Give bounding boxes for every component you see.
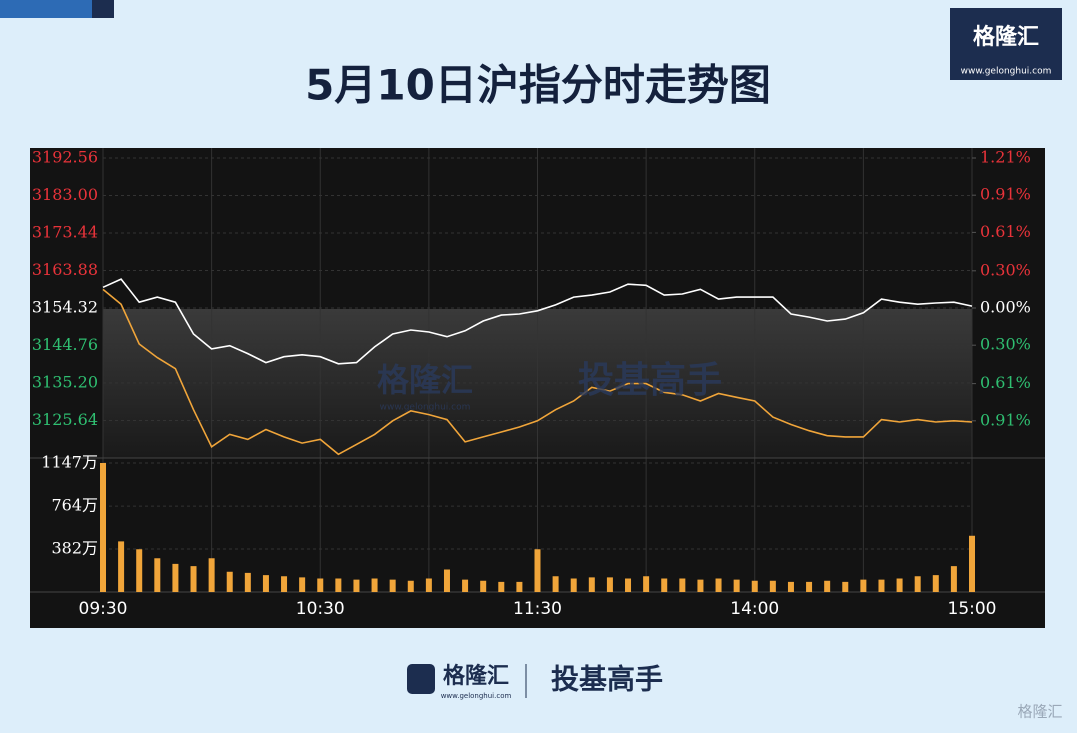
volume-bar — [806, 581, 813, 592]
corner-tab — [0, 0, 92, 18]
volume-bar — [462, 579, 469, 592]
volume-bar — [136, 549, 143, 592]
volume-tick-label: 382万 — [51, 539, 98, 558]
volume-bar — [751, 580, 758, 592]
volume-bar — [860, 579, 867, 592]
volume-bar — [824, 580, 831, 592]
volume-bar — [480, 580, 487, 592]
volume-bar — [606, 577, 613, 592]
volume-bar — [317, 578, 324, 592]
volume-bar — [389, 579, 396, 592]
volume-bar — [498, 581, 505, 592]
volume-bar — [100, 463, 106, 592]
volume-bar — [172, 563, 179, 592]
y2-tick-label: 0.30% — [980, 335, 1031, 354]
plot: 3192.56 3183.00 3173.44 3163.88 3154.32 3144.… — [30, 148, 1045, 619]
volume-bar — [643, 576, 650, 592]
footer-brand: 格隆汇 — [443, 663, 509, 689]
y-tick-label: 3163.88 — [32, 260, 98, 279]
logo-brand: 格隆汇 — [973, 24, 1039, 50]
y2-tick-label: 1.21% — [980, 148, 1031, 167]
volume-bar — [842, 581, 849, 592]
volume-bar — [697, 579, 704, 592]
corner-tab — [92, 0, 114, 18]
corner-watermark: 格隆汇 — [1017, 703, 1062, 721]
volume-bar — [371, 578, 378, 592]
volume-bar — [516, 581, 523, 592]
volume-bar — [661, 578, 668, 592]
footer-logo-mark — [407, 664, 435, 694]
volume-bar — [932, 575, 939, 592]
volume-bar — [914, 576, 921, 592]
volume-bar — [679, 578, 686, 592]
y-tick-label: 3183.00 — [32, 185, 98, 204]
volume-tick-label: 764万 — [51, 496, 98, 515]
volume-bar — [969, 535, 975, 592]
volume-bar — [262, 575, 269, 592]
y2-tick-label: 0.30% — [980, 260, 1031, 279]
title: 5月10日沪指分时走势图 — [305, 61, 771, 110]
y2-tick-label: 0.91% — [980, 185, 1031, 204]
volume-bar — [570, 578, 577, 592]
volume-bar — [208, 558, 215, 592]
volume-bar — [154, 558, 161, 592]
y2-tick-label: 0.91% — [980, 410, 1031, 429]
volume-tick-label: 1147万 — [41, 453, 98, 472]
volume-bar — [733, 579, 740, 592]
volume-bar — [443, 569, 450, 592]
logo-url: www.gelonghui.com — [961, 67, 1052, 77]
volume-bar — [552, 576, 559, 592]
volume-bar — [769, 580, 776, 592]
volume-bar — [335, 578, 342, 592]
y-tick-label: 3192.56 — [32, 148, 98, 167]
series-line — [102, 288, 973, 456]
footer-slogan: 投基高手 — [551, 663, 663, 696]
volume-bar — [118, 541, 125, 592]
volume-bar — [425, 578, 432, 592]
volume-bar — [407, 580, 414, 592]
volume-bar — [190, 566, 197, 592]
y2-tick-label: 0.61% — [980, 373, 1031, 392]
footer-url: www.gelonghui.com — [441, 692, 512, 700]
volume-bar — [950, 566, 957, 592]
y-tick-label: 3173.44 — [32, 223, 98, 242]
y-tick-label: 3154.32 — [32, 298, 98, 317]
volume-bar — [299, 577, 306, 592]
x-tick-label: 10:30 — [296, 599, 345, 619]
logo-box — [950, 8, 1062, 80]
volume-bar — [226, 571, 233, 592]
volume-bar — [878, 579, 885, 592]
y-tick-label: 3125.64 — [32, 410, 98, 429]
volume-bar — [625, 578, 632, 592]
volume-bar — [588, 577, 595, 592]
y-tick-label: 3144.76 — [32, 335, 98, 354]
x-tick-label: 11:30 — [513, 599, 562, 619]
watermark-url: www.gelonghui.com — [380, 403, 471, 413]
volume-bar — [787, 581, 794, 592]
volume-bar — [715, 578, 722, 592]
x-tick-label: 14:00 — [730, 599, 779, 619]
x-tick-label: 09:30 — [79, 599, 128, 619]
series-line — [102, 278, 973, 365]
volume-bar — [896, 578, 903, 592]
volume-bar — [281, 576, 288, 592]
volume-bar — [244, 572, 251, 592]
watermark-slogan: 投基高手 — [578, 360, 722, 401]
y2-tick-label: 0.61% — [980, 222, 1031, 241]
x-tick-label: 15:00 — [948, 599, 997, 619]
y2-tick-label: 0.00% — [980, 298, 1031, 317]
y-tick-label: 3135.20 — [32, 373, 98, 392]
volume-bar — [353, 579, 360, 592]
watermark-brand: 格隆汇 — [377, 361, 473, 399]
volume-bar — [534, 549, 541, 592]
